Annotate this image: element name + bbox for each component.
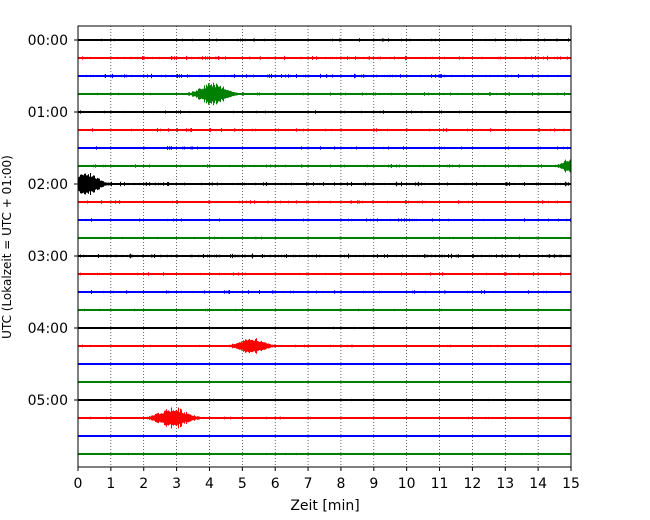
trace-green	[78, 381, 571, 383]
y-tick-label: 01:00	[28, 105, 68, 121]
x-tick-label: 0	[74, 476, 83, 492]
x-tick-label: 12	[463, 476, 481, 492]
x-tick-label: 2	[139, 476, 148, 492]
x-tick-label: 10	[398, 476, 416, 492]
x-axis-title: Zeit [min]	[290, 498, 359, 514]
y-tick-label: 03:00	[28, 249, 68, 265]
y-tick-label: 04:00	[28, 321, 68, 337]
trace-green	[78, 159, 571, 173]
trace-blue	[78, 435, 571, 437]
trace-red	[78, 407, 571, 429]
x-tick-label: 3	[172, 476, 181, 492]
y-tick-label: 02:00	[28, 177, 68, 193]
trace-green	[78, 236, 571, 240]
trace-blue	[78, 363, 571, 365]
trace-black	[78, 326, 571, 330]
x-tick-label: 5	[238, 476, 247, 492]
seismic-traces	[78, 38, 571, 456]
y-tick-label: 05:00	[28, 393, 68, 409]
trace-green	[78, 452, 571, 456]
x-tick-label: 9	[369, 476, 378, 492]
y-axis-ticks: 00:00 01:00 02:00 03:00 04:00 05:00	[28, 33, 78, 409]
x-tick-label: 4	[205, 476, 214, 492]
trace-signal	[79, 363, 571, 365]
trace-black	[78, 110, 571, 114]
x-tick-label: 13	[496, 476, 514, 492]
x-tick-label: 8	[336, 476, 345, 492]
trace-signal	[80, 381, 571, 383]
x-tick-label: 7	[304, 476, 313, 492]
trace-red	[78, 272, 571, 276]
x-axis-ticks: 0 1 2 3 4 5 6 7 8 9 10 11 12 13 14 15	[74, 467, 580, 492]
x-tick-label: 6	[271, 476, 280, 492]
x-tick-label: 14	[529, 476, 547, 492]
x-tick-label: 15	[562, 476, 580, 492]
x-tick-label: 11	[431, 476, 449, 492]
y-tick-label: 00:00	[28, 33, 68, 49]
x-tick-label: 1	[106, 476, 115, 492]
plot-frame	[77, 25, 572, 468]
trace-green	[78, 308, 571, 312]
trace-black	[78, 398, 571, 402]
y-axis-title: UTC (Lokalzeit = UTC + 01:00)	[0, 155, 14, 339]
